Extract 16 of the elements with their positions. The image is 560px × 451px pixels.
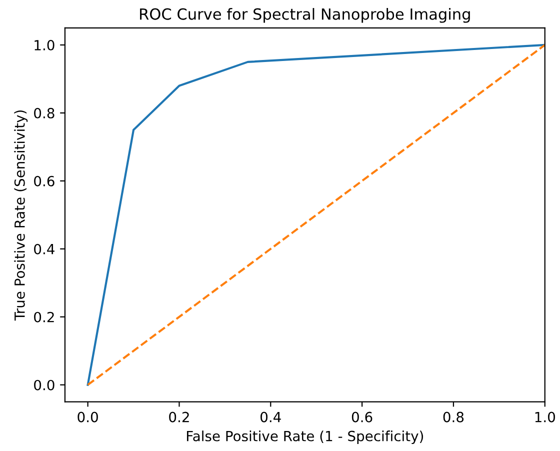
x-tick-label: 0.2 <box>169 412 189 422</box>
y-tick-label: 0.0 <box>34 380 54 390</box>
x-tick-label: 0.8 <box>443 412 464 422</box>
chart-title: ROC Curve for Spectral Nanoprobe Imaging <box>140 8 470 23</box>
y-tick-label: 0.2 <box>34 312 54 322</box>
x-axis-title: False Positive Rate (1 - Specificity) <box>186 430 424 444</box>
y-axis-title: True Positive Rate (Sensitivity) <box>14 110 28 321</box>
x-tick-label: 1.0 <box>535 412 555 422</box>
y-tick-label: 0.4 <box>34 244 54 254</box>
y-tick-label: 0.6 <box>34 176 54 186</box>
y-tick-label: 0.8 <box>34 108 54 118</box>
y-tick-label: 1.0 <box>34 40 54 50</box>
line-series <box>86 44 545 386</box>
x-tick-label: 0.6 <box>352 412 372 422</box>
x-tick-label: 0.4 <box>260 412 281 422</box>
x-tick-label: 0.0 <box>78 412 98 422</box>
